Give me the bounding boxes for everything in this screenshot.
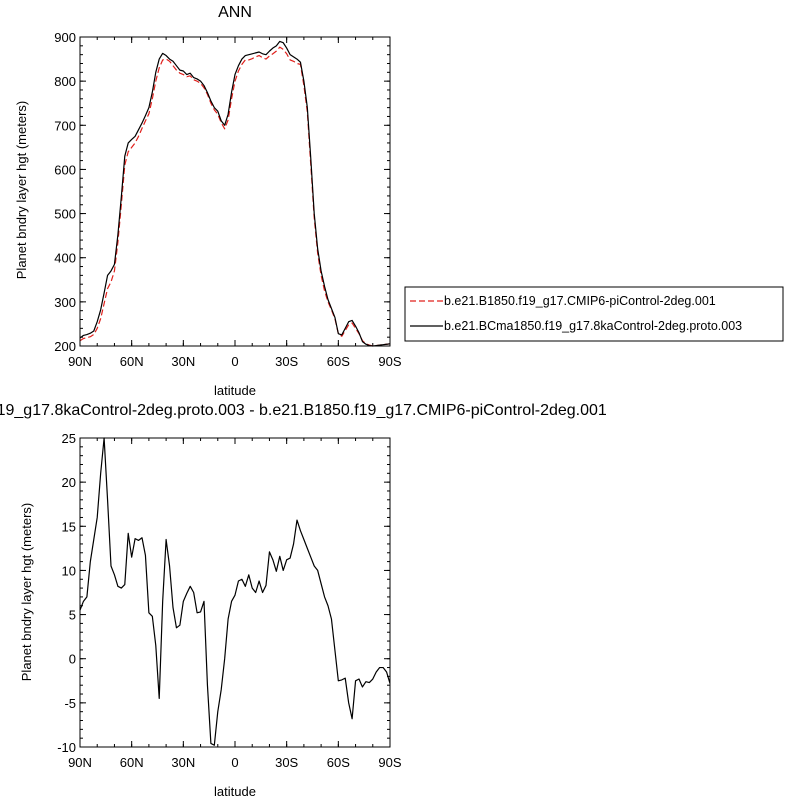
bottom-x-tick-label: 0 [231, 755, 238, 770]
top-x-tick-label: 60N [120, 354, 144, 369]
bottom-panel: b.e21.BCma1850.f19_g17.8kaControl-2deg.p… [0, 402, 607, 799]
top-y-tick-label: 700 [54, 118, 76, 133]
top-panel-y-axis-label: Planet bndry layer hgt (meters) [14, 101, 29, 279]
top-panel-plot-frame [79, 36, 391, 347]
bottom-y-tick-label: 15 [62, 519, 76, 534]
bottom-x-tick-label: 30N [171, 755, 195, 770]
bottom-y-tick-label: -10 [57, 740, 76, 755]
top-x-tick-label: 90N [68, 354, 92, 369]
top-y-tick-label: 400 [54, 251, 76, 266]
bottom-panel-y-axis-label: Planet bndry layer hgt (meters) [19, 503, 34, 681]
bottom-panel-plot-frame [79, 437, 391, 748]
bottom-y-tick-label: -5 [64, 696, 76, 711]
legend-box [404, 286, 784, 342]
legend-label-piControl: b.e21.B1850.f19_g17.CMIP6-piControl-2deg… [444, 294, 716, 308]
bottom-y-tick-label: 0 [69, 652, 76, 667]
top-series-line-1 [79, 40, 391, 347]
bottom-x-tick-label: 30S [275, 755, 298, 770]
top-y-tick-label: 200 [54, 339, 76, 354]
bottom-x-tick-label: 60N [120, 755, 144, 770]
bottom-y-tick-label: 25 [62, 431, 76, 446]
top-x-tick-label: 30S [275, 354, 298, 369]
bottom-y-tick-label: 10 [62, 563, 76, 578]
top-x-tick-label: 0 [231, 354, 238, 369]
bottom-x-tick-label: 90N [68, 755, 92, 770]
top-y-tick-label: 900 [54, 30, 76, 45]
top-x-tick-label: 90S [378, 354, 401, 369]
bottom-panel-x-axis-label: latitude [214, 784, 256, 799]
top-y-tick-label: 300 [54, 295, 76, 310]
top-x-tick-label: 30N [171, 354, 195, 369]
top-y-tick-label: 800 [54, 74, 76, 89]
legend-label-8kaControl: b.e21.BCma1850.f19_g17.8kaControl-2deg.p… [444, 319, 742, 333]
bottom-x-tick-label: 60S [327, 755, 350, 770]
top-panel-x-axis-label: latitude [214, 383, 256, 398]
top-x-tick-label: 60S [327, 354, 350, 369]
bottom-series-line-0 [79, 437, 391, 746]
top-panel: ANN Planet bndry layer hgt (meters) lati… [14, 4, 784, 398]
top-series-line-0 [79, 46, 391, 347]
top-panel-title: ANN [218, 4, 252, 21]
bottom-panel-title: b.e21.BCma1850.f19_g17.8kaControl-2deg.p… [0, 402, 607, 419]
bottom-x-tick-label: 90S [378, 755, 401, 770]
bottom-y-tick-label: 5 [69, 608, 76, 623]
top-y-tick-label: 600 [54, 162, 76, 177]
legend: b.e21.B1850.f19_g17.CMIP6-piControl-2deg… [404, 286, 784, 342]
top-y-tick-label: 500 [54, 207, 76, 222]
bottom-y-tick-label: 20 [62, 475, 76, 490]
